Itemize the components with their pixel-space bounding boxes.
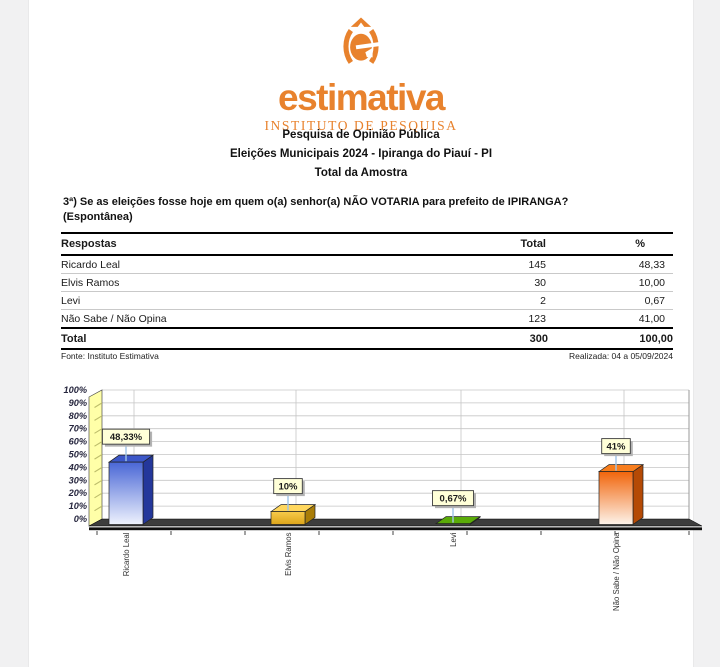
table-row: Levi 2 0,67 [61,291,673,310]
report-page: estimativa INSTITUTO DE PESQUISA Pesquis… [28,0,703,667]
category-label: Não Sabe / Não Opina [612,532,621,611]
logo-subtitle: INSTITUTO DE PESQUISA [264,118,458,133]
y-tick-label: 100% [64,385,88,395]
y-tick-label: 40% [68,462,87,472]
y-tick-label: 10% [69,501,87,511]
table-cell: 10,00 [548,273,673,292]
logo: estimativa INSTITUTO DE PESQUISA [29,16,693,133]
table-cell: Não Sabe / Não Opina [61,309,378,329]
table-cell: 0,67 [548,291,673,310]
y-tick-label: 30% [69,475,87,485]
realizada-text: Realizada: 04 a 05/09/2024 [569,351,673,361]
table-footnotes: Fonte: Instituto Estimativa Realizada: 0… [61,351,673,361]
results-table-wrap: Respostas Total% Ricardo Leal 145 48,33 Elvi… [61,232,673,350]
bar-3: 41% [597,438,645,526]
y-tick-label: 20% [68,488,87,498]
table-cell: Elvis Ramos [61,273,378,292]
data-label: 48,33% [110,432,143,443]
category-label: Levi [449,532,458,547]
table-row: Não Sabe / Não Opina 123 41,00 [61,309,673,329]
results-table: Respostas Total% Ricardo Leal 145 48,33 Elvi… [61,232,673,350]
table-cell: 145 [378,255,548,274]
total-row: Total 300 100,00 [61,327,673,350]
e-circumflex-in-parentheses-icon [343,17,383,64]
table-header: Respostas Total% [61,232,673,256]
data-label: 10% [278,482,298,493]
title-line-3: Total da Amostra [314,167,408,179]
data-label: 0,67% [440,494,467,505]
category-label: Elvis Ramos [284,532,293,575]
table-cell: Levi [61,291,378,310]
table-row: Ricardo Leal 145 48,33 [61,255,673,274]
report-titles: Pesquisa de Opinião Pública Eleições Mun… [29,126,693,183]
data-label: 41% [606,442,626,453]
bar-2: 0,67% [432,490,482,526]
bar-chart-3d: 48,33% 10% 0,67% 41% 0% 10% 20% 30% 40% 50% 60% 70%… [64,385,703,611]
title-line-2: Eleições Municipais 2024 - Ipiranga do P… [229,148,493,160]
table-cell: 300 [378,327,548,350]
table-cell: 30 [378,273,548,292]
column-header: Respostas [61,232,378,256]
source-text: Fonte: Instituto Estimativa [61,351,159,361]
y-tick-label: 80% [69,411,87,421]
column-header: % [548,232,673,256]
bar-0: 48,33% [101,428,155,526]
y-tick-label: 0% [74,514,87,524]
table-cell: 41,00 [548,309,673,329]
table-cell: 48,33 [548,255,673,274]
table-row: Elvis Ramos 30 10,00 [61,273,673,292]
table-cell: 100,00 [548,327,673,350]
table-cell: 123 [378,309,548,329]
question-line-2: (Espontânea) [63,211,133,223]
y-tick-label: 50% [69,450,87,460]
question-line-1: 3ª) Se as eleições fosse hoje em quem o(… [63,196,569,208]
bar-1: 10% [269,478,317,526]
column-header: Total [378,232,548,256]
survey-question: 3ª) Se as eleições fosse hoje em quem o(… [63,195,669,225]
title-line-1: Pesquisa de Opinião Pública [282,129,440,141]
y-tick-label: 60% [69,437,87,447]
table-cell: Total [61,327,378,350]
logo-word: estimativa [278,77,446,118]
y-tick-label: 70% [69,424,87,434]
chart-area: 48,33% 10% 0,67% 41% 0% 10% 20% 30% 40% 50% 60% 70%… [56,380,706,646]
category-label: Ricardo Leal [122,532,131,576]
y-tick-label: 90% [69,398,87,408]
table-cell: Ricardo Leal [61,255,378,274]
table-cell: 2 [378,291,548,310]
